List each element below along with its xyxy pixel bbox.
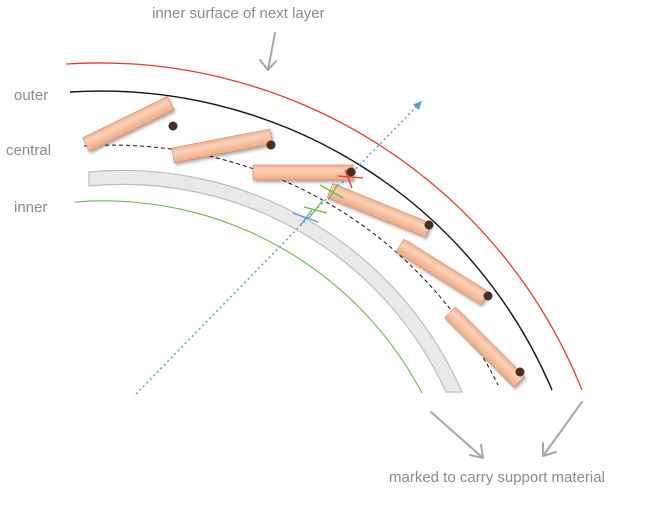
pointer-arrow-right	[542, 401, 583, 457]
pointer-arrow-top	[259, 32, 277, 71]
label-central: central	[6, 142, 52, 159]
label-inner: inner	[14, 199, 48, 216]
next-layer-surface	[65, 62, 583, 391]
outer-surface	[69, 90, 553, 391]
stave-end-caps	[168, 121, 525, 377]
central-dashed-line	[83, 144, 499, 386]
stave	[444, 306, 526, 388]
pointer-arrow-left	[430, 411, 484, 459]
inner-ring	[74, 200, 423, 394]
stave	[171, 128, 273, 164]
stave	[395, 238, 490, 306]
cross-mark-blue	[292, 209, 319, 227]
cross-mark-green	[303, 183, 344, 219]
label-inner-surface-next-layer: inner surface of next layer	[152, 5, 325, 22]
label-outer: outer	[14, 87, 49, 104]
stave	[326, 183, 432, 238]
stave	[252, 164, 354, 181]
support-structure-band	[88, 169, 463, 393]
marked-crossings	[292, 169, 364, 227]
label-support-material: marked to carry support material	[389, 469, 605, 486]
staves	[82, 96, 526, 388]
cross-mark-red	[337, 169, 364, 189]
stave	[82, 96, 175, 152]
pointer-arrows	[259, 32, 583, 459]
